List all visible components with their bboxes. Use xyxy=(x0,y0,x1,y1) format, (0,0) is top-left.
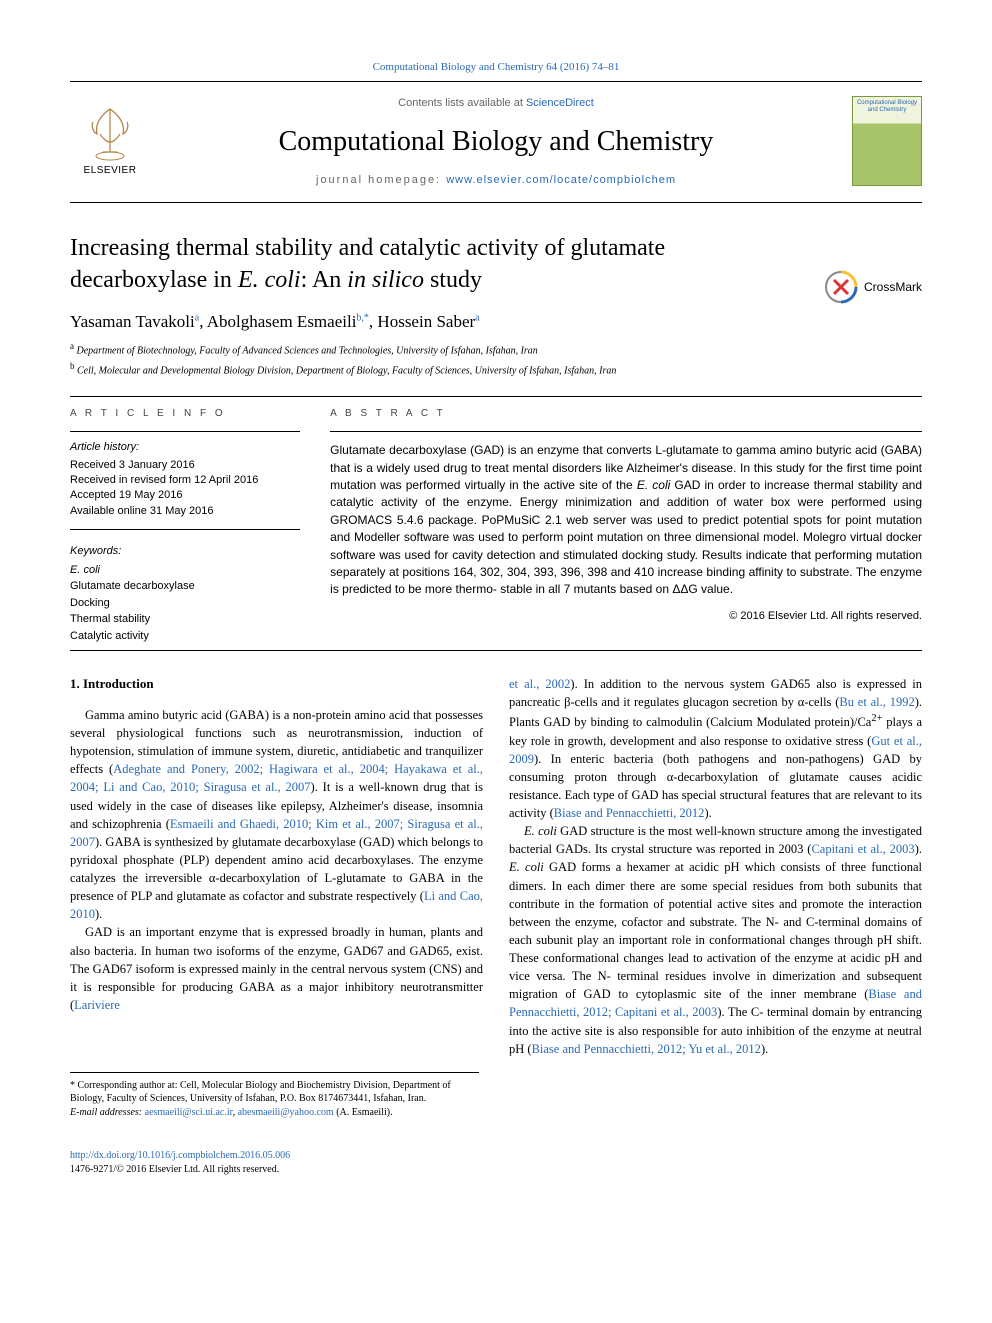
affiliation-a: a Department of Biotechnology, Faculty o… xyxy=(70,340,922,358)
keywords-list: E. coli Glutamate decarboxylase Docking … xyxy=(70,562,300,645)
issn-copyright: 1476-9271/© 2016 Elsevier Ltd. All right… xyxy=(70,1164,279,1175)
cite-link[interactable]: Biase and Pennacchietti, 2012 xyxy=(554,806,705,820)
journal-homepage: journal homepage: www.elsevier.com/locat… xyxy=(70,173,922,188)
email-link-2[interactable]: abesmaeili@yahoo.com xyxy=(238,1107,334,1118)
cite-link[interactable]: Biase and Pennacchietti, 2012; Yu et al.… xyxy=(532,1042,761,1056)
abstract-head: A B S T R A C T xyxy=(330,407,922,421)
doi-link[interactable]: http://dx.doi.org/10.1016/j.compbiolchem… xyxy=(70,1150,290,1161)
contents-line: Contents lists available at ScienceDirec… xyxy=(70,96,922,111)
email-label: E-mail addresses: xyxy=(70,1107,142,1118)
article-info: A R T I C L E I N F O Article history: R… xyxy=(70,407,300,644)
abstract: A B S T R A C T Glutamate decarboxylase … xyxy=(330,407,922,644)
crossmark-icon xyxy=(824,270,858,304)
affiliation-b: b Cell, Molecular and Developmental Biol… xyxy=(70,360,922,378)
cite-link[interactable]: et al., 2002 xyxy=(509,677,570,691)
history-revised: Received in revised form 12 April 2016 xyxy=(70,473,300,488)
email-link-1[interactable]: aesmaeili@sci.ui.ac.ir xyxy=(145,1107,233,1118)
elsevier-tree-icon xyxy=(85,104,135,162)
author-2: Abolghasem Esmaeili xyxy=(207,312,357,331)
homepage-link[interactable]: www.elsevier.com/locate/compbiolchem xyxy=(446,174,676,186)
corr-text: Corresponding author at: Cell, Molecular… xyxy=(70,1080,451,1105)
masthead: ELSEVIER Computational Biology and Chemi… xyxy=(70,96,922,203)
abstract-copyright: © 2016 Elsevier Ltd. All rights reserved… xyxy=(330,609,922,624)
sciencedirect-link[interactable]: ScienceDirect xyxy=(526,97,594,109)
elsevier-logo: ELSEVIER xyxy=(70,96,150,186)
article-title: Increasing thermal stability and catalyt… xyxy=(70,233,922,295)
cite-link[interactable]: Capitani et al., 2003 xyxy=(811,842,914,856)
history-accepted: Accepted 19 May 2016 xyxy=(70,488,300,503)
history-label: Article history: xyxy=(70,440,300,455)
author-3: Hossein Saber xyxy=(377,312,475,331)
running-header-link[interactable]: Computational Biology and Chemistry 64 (… xyxy=(373,61,620,73)
crossmark-badge[interactable]: CrossMark xyxy=(824,270,922,304)
history-received: Received 3 January 2016 xyxy=(70,458,300,473)
history-online: Available online 31 May 2016 xyxy=(70,504,300,519)
elsevier-wordmark: ELSEVIER xyxy=(84,164,137,178)
cite-link[interactable]: Bu et al., 1992 xyxy=(839,695,914,709)
authors-line: Yasaman Tavakolia, Abolghasem Esmaeilib,… xyxy=(70,310,922,334)
corr-ref[interactable]: * xyxy=(364,312,369,323)
cite-link[interactable]: Lariviere xyxy=(74,998,120,1012)
right-column: et al., 2002). In addition to the nervou… xyxy=(509,675,922,1058)
intro-para-2-cont: et al., 2002). In addition to the nervou… xyxy=(509,675,922,822)
body-columns: 1. Introduction Gamma amino butyric acid… xyxy=(70,675,922,1058)
keywords-label: Keywords: xyxy=(70,544,300,559)
intro-para-1: Gamma amino butyric acid (GABA) is a non… xyxy=(70,706,483,924)
divider xyxy=(70,650,922,651)
journal-cover-thumbnail: Computational Biology and Chemistry xyxy=(852,96,922,186)
affil-ref-b[interactable]: b, xyxy=(356,312,364,323)
divider xyxy=(70,396,922,397)
running-header: Computational Biology and Chemistry 64 (… xyxy=(70,60,922,82)
section-heading-intro: 1. Introduction xyxy=(70,675,483,694)
left-column: 1. Introduction Gamma amino butyric acid… xyxy=(70,675,483,1058)
article-info-head: A R T I C L E I N F O xyxy=(70,407,300,421)
intro-para-3: E. coli GAD structure is the most well-k… xyxy=(509,822,922,1058)
author-1: Yasaman Tavakoli xyxy=(70,312,195,331)
doi-block: http://dx.doi.org/10.1016/j.compbiolchem… xyxy=(70,1149,922,1177)
affil-ref-a[interactable]: a xyxy=(195,312,199,323)
crossmark-label: CrossMark xyxy=(864,279,922,296)
intro-para-2: GAD is an important enzyme that is expre… xyxy=(70,923,483,1014)
footnotes: * Corresponding author at: Cell, Molecul… xyxy=(70,1072,479,1120)
abstract-text: Glutamate decarboxylase (GAD) is an enzy… xyxy=(330,442,922,599)
journal-title: Computational Biology and Chemistry xyxy=(70,122,922,161)
affil-ref-a2[interactable]: a xyxy=(475,312,479,323)
